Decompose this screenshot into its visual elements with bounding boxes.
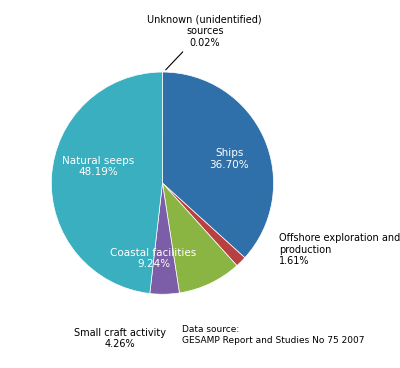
Text: Small craft activity
4.26%: Small craft activity 4.26%: [74, 328, 166, 349]
Text: Coastal facilities
9.24%: Coastal facilities 9.24%: [110, 248, 197, 269]
Wedge shape: [162, 183, 245, 266]
Text: Natural seeps
48.19%: Natural seeps 48.19%: [62, 156, 134, 177]
Text: Ships
36.70%: Ships 36.70%: [209, 148, 249, 170]
Text: Offshore exploration and
production
1.61%: Offshore exploration and production 1.61…: [279, 233, 400, 266]
Wedge shape: [51, 72, 162, 294]
Text: Data source:
GESAMP Report and Studies No 75 2007: Data source: GESAMP Report and Studies N…: [182, 325, 365, 345]
Wedge shape: [150, 183, 180, 294]
Wedge shape: [162, 183, 237, 293]
Wedge shape: [162, 72, 274, 258]
Text: Unknown (unidentified)
sources
0.02%: Unknown (unidentified) sources 0.02%: [147, 14, 262, 47]
